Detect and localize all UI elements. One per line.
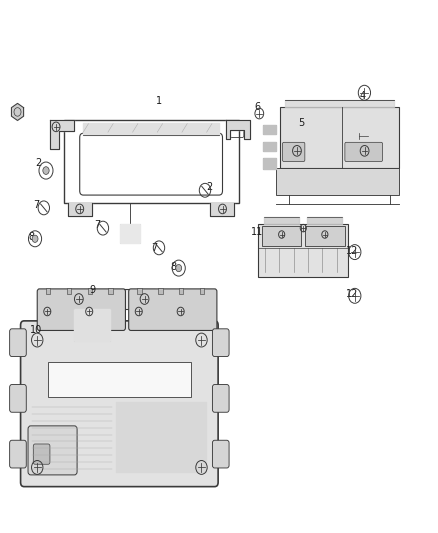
- FancyBboxPatch shape: [129, 289, 217, 330]
- Bar: [109, 288, 113, 294]
- Bar: [88, 288, 92, 294]
- Text: 7: 7: [151, 243, 157, 253]
- FancyBboxPatch shape: [37, 289, 125, 330]
- Text: 9: 9: [90, 286, 96, 295]
- Bar: [158, 288, 162, 294]
- Polygon shape: [50, 120, 74, 149]
- Text: 3: 3: [13, 107, 19, 117]
- FancyBboxPatch shape: [21, 321, 218, 487]
- Text: 8: 8: [28, 232, 35, 242]
- Polygon shape: [210, 203, 234, 216]
- Text: 2: 2: [206, 182, 212, 191]
- Polygon shape: [263, 142, 276, 151]
- Circle shape: [176, 264, 182, 272]
- Polygon shape: [74, 309, 110, 341]
- Circle shape: [32, 235, 38, 243]
- FancyBboxPatch shape: [10, 329, 26, 357]
- Text: 4: 4: [359, 91, 365, 101]
- FancyBboxPatch shape: [212, 440, 229, 468]
- Text: 6: 6: [254, 102, 260, 111]
- Bar: [276, 168, 399, 195]
- Text: 2: 2: [35, 158, 41, 167]
- Bar: [280, 107, 399, 168]
- Circle shape: [43, 167, 49, 174]
- Text: 11: 11: [251, 227, 263, 237]
- Polygon shape: [263, 125, 276, 134]
- Text: 7: 7: [33, 200, 39, 210]
- Text: 5: 5: [298, 118, 304, 127]
- Bar: [258, 224, 348, 277]
- Text: 8: 8: [171, 262, 177, 271]
- Bar: [67, 288, 71, 294]
- Bar: [116, 402, 206, 472]
- Polygon shape: [11, 103, 24, 120]
- FancyBboxPatch shape: [10, 384, 26, 412]
- Bar: [200, 288, 204, 294]
- Polygon shape: [68, 203, 92, 216]
- FancyBboxPatch shape: [283, 142, 305, 161]
- Text: 10: 10: [30, 326, 42, 335]
- Text: 12: 12: [346, 289, 358, 299]
- FancyBboxPatch shape: [212, 329, 229, 357]
- FancyBboxPatch shape: [345, 142, 382, 161]
- Bar: [262, 226, 301, 246]
- FancyBboxPatch shape: [10, 440, 26, 468]
- Bar: [138, 288, 142, 294]
- Polygon shape: [263, 158, 276, 169]
- Bar: [48, 362, 191, 397]
- Bar: [179, 288, 184, 294]
- Polygon shape: [120, 224, 140, 243]
- Bar: [64, 120, 239, 203]
- Bar: [305, 226, 345, 246]
- Bar: [46, 288, 50, 294]
- Text: 7: 7: [94, 220, 100, 230]
- FancyBboxPatch shape: [28, 426, 77, 475]
- FancyBboxPatch shape: [33, 444, 50, 464]
- Bar: [68, 289, 155, 309]
- FancyBboxPatch shape: [212, 384, 229, 412]
- Text: 1: 1: [155, 96, 162, 106]
- Text: 12: 12: [346, 246, 358, 255]
- Polygon shape: [226, 120, 250, 139]
